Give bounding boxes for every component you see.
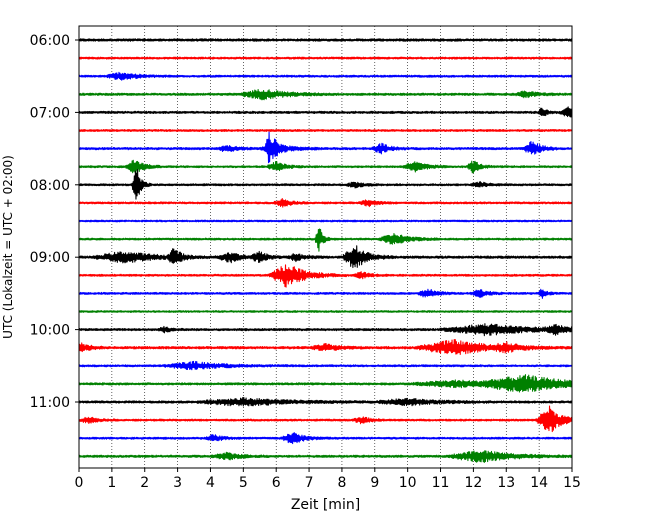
x-tick-label: 8: [337, 475, 346, 491]
trace-06:00: [78, 38, 573, 42]
x-tick-label: 11: [432, 475, 450, 491]
x-tick-label: 14: [530, 475, 548, 491]
trace-08:15: [78, 198, 573, 208]
trace-06:15: [78, 56, 573, 60]
y-tick-label: 08:00: [30, 178, 70, 194]
x-tick-label: 9: [370, 475, 379, 491]
trace-09:15: [78, 264, 573, 288]
x-tick-label: 2: [140, 475, 149, 491]
trace-07:00: [78, 106, 573, 118]
plot-frame: [78, 25, 573, 469]
x-tick-label: 3: [173, 475, 182, 491]
y-tick-label: 11:00: [30, 395, 70, 411]
trace-10:15: [78, 339, 573, 355]
y-axis-label: UTC (Lokalzeit = UTC + 02:00): [1, 155, 15, 339]
x-tick-label: 10: [399, 475, 417, 491]
y-tick-label: 06:00: [30, 33, 70, 49]
x-tick-label: 7: [305, 475, 314, 491]
trace-11:00: [78, 396, 573, 407]
trace-11:30: [78, 432, 573, 445]
trace-07:15: [78, 128, 573, 133]
trace-10:45: [78, 374, 573, 393]
x-tick-label: 0: [75, 475, 84, 491]
trace-10:00: [78, 323, 573, 337]
x-tick-label: 12: [464, 475, 482, 491]
trace-11:45: [78, 450, 573, 463]
trace-08:00: [78, 169, 573, 200]
trace-06:30: [78, 71, 573, 81]
y-tick-label: 10:00: [30, 323, 70, 339]
trace-11:15: [78, 405, 573, 433]
trace-08:30: [78, 219, 573, 223]
x-axis-label: Zeit [min]: [291, 497, 360, 513]
trace-09:00: [78, 245, 573, 269]
trace-06:45: [78, 89, 573, 101]
trace-08:45: [78, 228, 573, 252]
x-tick-label: 1: [107, 475, 116, 491]
x-tick-label: 5: [239, 475, 248, 491]
x-tick-label: 13: [497, 475, 515, 491]
trace-09:30: [78, 288, 573, 299]
trace-07:45: [78, 159, 573, 174]
trace-09:45: [78, 310, 573, 313]
y-tick-label: 09:00: [30, 250, 70, 266]
trace-07:30: [78, 131, 573, 164]
x-axis-ticks: 0 1 2 3 4 5 6 7 8 9 10 11 12 13 14 15: [75, 468, 581, 491]
x-tick-label: 4: [206, 475, 215, 491]
x-tick-label: 15: [563, 475, 581, 491]
y-tick-label: 07:00: [30, 105, 70, 121]
seismogram-traces: [78, 38, 573, 463]
trace-10:30: [78, 360, 573, 371]
x-tick-label: 6: [272, 475, 281, 491]
y-axis-ticks: 06:00 07:00 08:00 09:00 10:00 11:00: [30, 33, 79, 411]
